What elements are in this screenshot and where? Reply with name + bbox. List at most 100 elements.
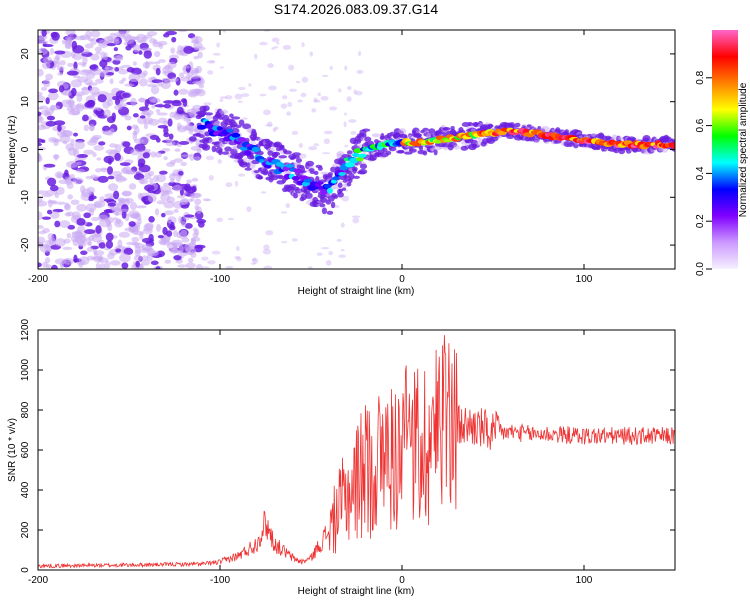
- spectrogram-x-tick-label: 100: [576, 274, 593, 285]
- spectrogram-point: [130, 97, 137, 107]
- spectrogram-point: [193, 55, 200, 60]
- colorbar: 0.0 0.2 0.4 0.6 0.8 Normalized spectral ampl…: [695, 30, 749, 276]
- spectrogram-point: [159, 170, 168, 175]
- spectrogram-point: [158, 59, 166, 63]
- spectrogram-point: [54, 154, 59, 161]
- spectrogram-point: [144, 222, 154, 229]
- spectrogram-point: [362, 133, 367, 138]
- spectrogram-x-tick-label: 0: [399, 274, 405, 285]
- spectrogram-point: [201, 256, 209, 261]
- spectrogram-point: [124, 227, 135, 232]
- spectrogram-point: [309, 51, 314, 57]
- spectrogram-point: [147, 194, 157, 203]
- spectrogram-point: [66, 232, 72, 239]
- spectrogram-point: [204, 112, 214, 116]
- spectrogram-point: [219, 98, 224, 102]
- spectrogram-point: [38, 190, 48, 195]
- spectrogram-point: [181, 198, 189, 205]
- spectrogram-point: [242, 123, 252, 130]
- spectrogram-point: [45, 120, 57, 127]
- spectrogram-point: [70, 235, 80, 243]
- spectrogram-point: [313, 97, 318, 103]
- spectrogram-point: [246, 162, 251, 168]
- spectrogram-point: [170, 221, 175, 230]
- spectrogram-point: [292, 152, 301, 157]
- spectrogram-point: [98, 72, 106, 77]
- spectrogram-point: [163, 132, 170, 138]
- spectrogram-point: [89, 86, 100, 95]
- spectrogram-point: [146, 113, 152, 118]
- spectrogram-point: [262, 248, 272, 255]
- spectrogram-point: [207, 260, 216, 265]
- spectrogram-point: [364, 136, 372, 142]
- spectrogram-point: [119, 253, 131, 263]
- spectrogram-point: [160, 212, 166, 218]
- spectrogram-point: [105, 208, 113, 213]
- spectrogram-point: [77, 76, 89, 83]
- spectrogram-point: [317, 92, 321, 97]
- spectrogram-point: [271, 47, 275, 50]
- spectrogram-point: [97, 175, 109, 183]
- spectrogram-point: [289, 88, 297, 92]
- spectrogram-point: [123, 247, 134, 256]
- spectrogram-y-tick-label: 20: [20, 48, 31, 60]
- snr-series-line: [38, 335, 675, 569]
- spectrogram-point: [124, 35, 135, 45]
- spectrogram-point: [38, 153, 42, 162]
- spectrogram-point: [341, 195, 350, 202]
- spectrogram-point: [42, 261, 48, 268]
- spectrogram-point: [450, 126, 455, 130]
- spectrogram-point: [121, 77, 127, 82]
- spectrogram-point: [113, 55, 123, 62]
- spectrogram-point: [221, 151, 230, 155]
- spectrogram-point: [98, 141, 106, 146]
- spectrogram-point: [470, 128, 476, 132]
- spectrogram-point: [188, 136, 197, 142]
- spectrogram-point: [75, 104, 82, 109]
- spectrogram-point: [234, 180, 239, 187]
- spectrogram-point: [344, 65, 348, 71]
- spectrogram-point: [72, 177, 84, 185]
- spectrogram-point: [77, 225, 86, 234]
- spectrogram-point: [357, 50, 362, 57]
- spectrogram-point: [91, 216, 100, 222]
- spectrogram-point: [291, 238, 298, 242]
- spectrogram-point: [38, 211, 43, 221]
- spectrogram-point: [251, 257, 257, 262]
- spectrogram-point: [137, 192, 143, 200]
- spectrogram-point: [71, 40, 78, 50]
- spectrogram-point: [45, 97, 50, 105]
- spectrogram-point: [146, 83, 158, 88]
- spectrogram-point: [193, 244, 203, 253]
- spectrogram-point: [138, 78, 148, 87]
- spectrogram-point: [184, 123, 194, 131]
- spectrogram-point: [38, 106, 44, 111]
- spectrogram-point: [263, 244, 270, 251]
- spectrogram-point: [287, 101, 293, 107]
- spectrogram-point: [161, 147, 171, 152]
- spectrogram-point: [77, 62, 87, 66]
- spectrogram-point: [336, 238, 342, 242]
- spectrogram-point: [132, 61, 137, 66]
- spectrogram-point: [338, 254, 346, 258]
- spectrogram-point: [45, 73, 54, 81]
- spectrogram-point: [382, 148, 388, 153]
- spectrogram-point: [86, 246, 94, 253]
- spectrogram-point: [324, 184, 332, 189]
- spectrogram-point: [150, 97, 161, 104]
- spectrogram-point: [100, 51, 106, 60]
- spectrogram-point: [73, 148, 80, 158]
- spectrogram-point: [252, 257, 259, 264]
- spectrogram-point: [53, 120, 66, 126]
- spectrogram-point: [352, 166, 358, 172]
- spectrogram-point: [189, 153, 195, 161]
- spectrogram-point: [282, 95, 288, 100]
- spectrogram-point: [88, 197, 95, 202]
- spectrogram-point: [598, 132, 605, 140]
- spectrogram-point: [135, 260, 140, 268]
- spectrogram-point: [211, 250, 221, 255]
- spectrogram-point: [101, 168, 108, 173]
- spectrogram-point: [276, 41, 280, 45]
- spectrogram-point: [225, 182, 233, 188]
